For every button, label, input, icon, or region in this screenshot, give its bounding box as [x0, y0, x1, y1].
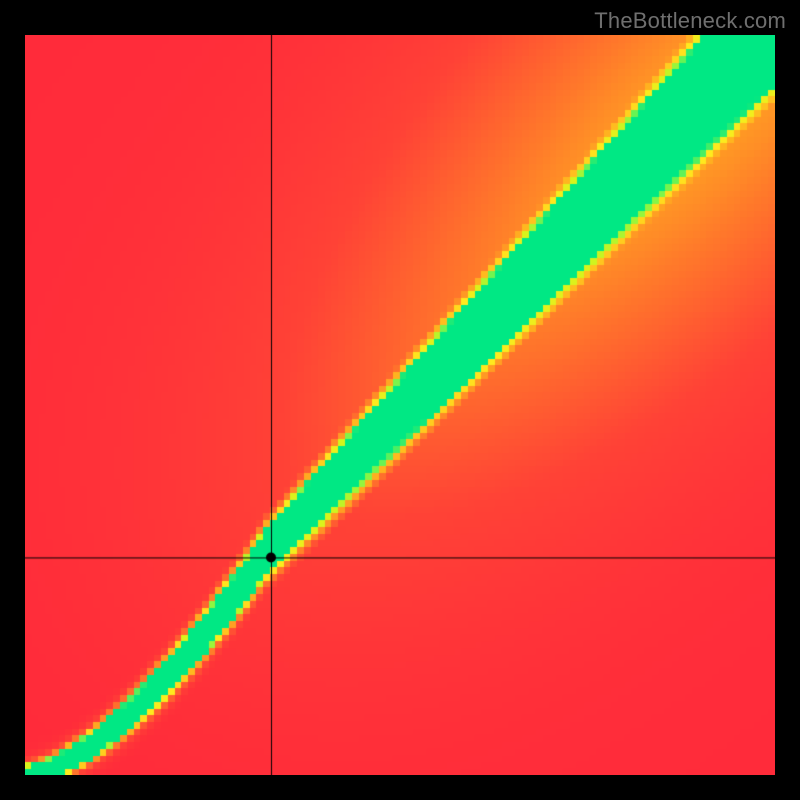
chart-container: TheBottleneck.com: [0, 0, 800, 800]
heatmap-canvas: [25, 35, 775, 775]
watermark-text: TheBottleneck.com: [594, 8, 786, 34]
heatmap-plot: [25, 35, 775, 775]
